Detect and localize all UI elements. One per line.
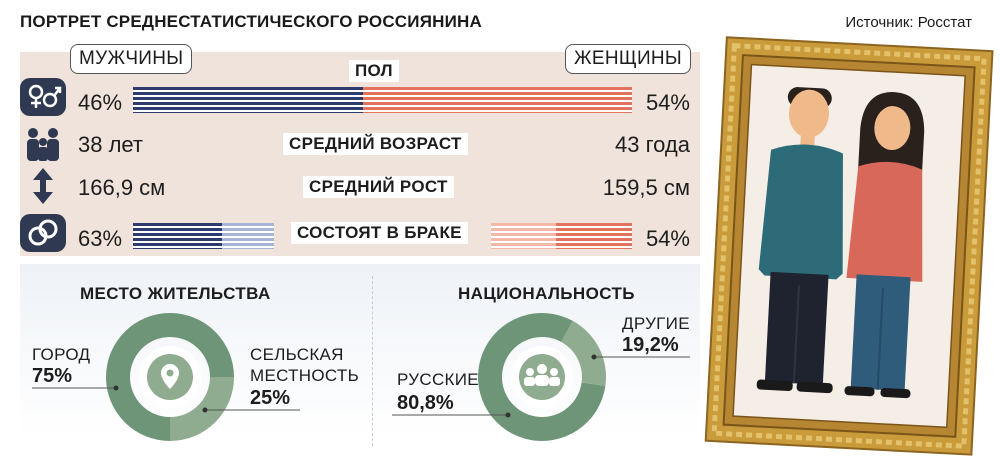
men-legend-tag: МУЖЧИНЫ (70, 44, 193, 74)
age-label: СРЕДНИЙ ВОЗРАСТ (283, 133, 468, 155)
residence-title: МЕСТО ЖИТЕЛЬСТВА (80, 284, 271, 303)
gender-men-value: 46% (78, 90, 123, 115)
city-label: ГОРОД (32, 345, 91, 364)
married-women-bar-fill (556, 223, 632, 249)
gender-women-value: 54% (645, 90, 690, 115)
married-women-bar-rest (491, 223, 556, 249)
nationality-title: НАЦИОНАЛЬНОСТЬ (458, 284, 635, 303)
nationality-donut (478, 313, 606, 441)
gender-label: ПОЛ (349, 60, 399, 82)
height-label: СРЕДНИЙ РОСТ (303, 176, 454, 198)
gender-bar-men (133, 87, 363, 113)
height-men-value: 166,9 см (78, 175, 166, 200)
married-men-bar (133, 223, 274, 249)
russian-label: РУССКИЕ (397, 370, 479, 389)
rural-label-line2: МЕСТНОСТЬ (250, 366, 360, 385)
rural-label-line1: СЕЛЬСКАЯ (250, 345, 344, 364)
gender-icon (20, 78, 66, 116)
married-men-value: 63% (78, 226, 123, 251)
gender-bar-women (363, 87, 632, 113)
nationality-russian-slice (478, 313, 606, 441)
location-pin-icon (147, 354, 193, 400)
russian-value: 80,8% (397, 392, 454, 414)
residence-donut (106, 313, 234, 441)
height-arrow-icon (33, 168, 53, 204)
people-group-icon (519, 354, 565, 400)
other-value: 19,2% (622, 334, 679, 356)
age-women-value: 43 года (615, 132, 690, 157)
gender-bar (133, 87, 632, 113)
other-label: ДРУГИЕ (622, 314, 690, 333)
man-figure (756, 87, 843, 394)
family-icon (27, 128, 59, 161)
age-men-value: 38 лет (78, 132, 144, 157)
rural-value: 25% (250, 387, 291, 409)
married-men-bar-fill (133, 223, 222, 249)
married-women-bar (491, 223, 632, 249)
married-women-value: 54% (645, 226, 690, 251)
rings-icon (20, 214, 66, 252)
married-men-bar-rest (222, 223, 274, 249)
nationality-other-slice (561, 320, 606, 386)
woman-figure (844, 92, 925, 399)
page-title: ПОРТРЕТ СРЕДНЕСТАТИСТИЧЕСКОГО РОССИЯНИНА (20, 12, 482, 31)
residence-city-slice (106, 313, 234, 441)
framed-portrait (704, 36, 994, 456)
residence-rural-slice (170, 377, 234, 441)
panel-divider (372, 276, 373, 446)
source-note: Источник: Росстат (845, 14, 972, 31)
married-label: СОСТОЯТ В БРАКЕ (291, 222, 468, 244)
height-women-value: 159,5 см (602, 175, 690, 200)
women-legend-tag: ЖЕНЩИНЫ (565, 44, 692, 74)
city-value: 75% (32, 365, 73, 387)
